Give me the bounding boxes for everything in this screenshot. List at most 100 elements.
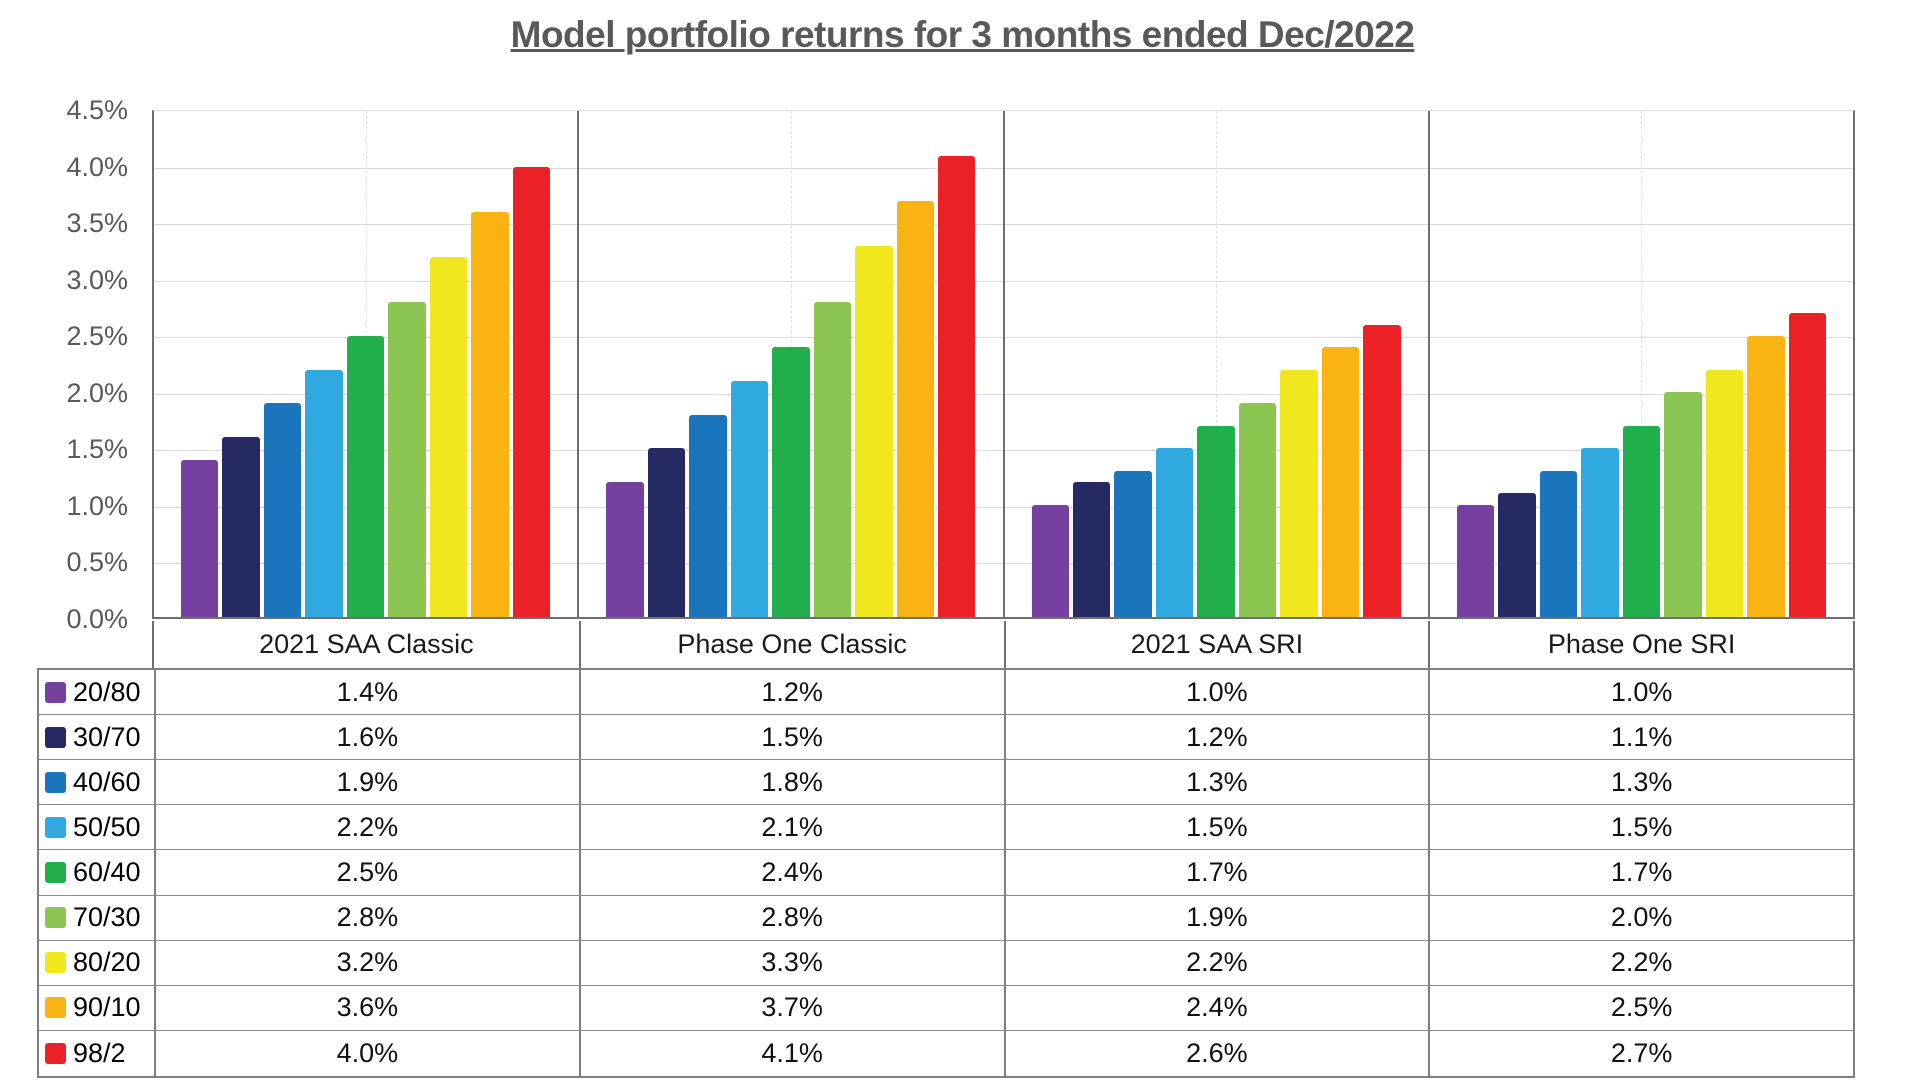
legend-swatch-98-2	[45, 1042, 66, 1064]
value-cell-phase-one-sri-50-50: 1.5%	[1428, 805, 1853, 851]
bar-2021-saa-classic-20-80	[181, 459, 219, 617]
value-cell-2021-saa-classic-80-20: 3.2%	[154, 940, 579, 986]
bar-phase-one-sri-40-60	[1539, 470, 1578, 617]
value-cell-2021-saa-classic-70-30: 2.8%	[154, 895, 579, 941]
value-cell-phase-one-sri-30-70: 1.1%	[1428, 715, 1853, 761]
value-cell-2021-saa-sri-98-2: 2.6%	[1003, 1030, 1429, 1076]
legend-label: 30/70	[73, 721, 141, 752]
group-label-2021-saa-classic: 2021 SAA Classic	[259, 629, 474, 659]
bar-2021-saa-classic-40-60	[263, 403, 302, 617]
legend-label: 98/2	[73, 1037, 126, 1068]
value-cell-phase-one-sri-90-10: 2.5%	[1428, 985, 1853, 1031]
data-table: 20/80 1.4% 1.2% 1.0% 1.0% 30/70 1.6% 1.5% 1.2% 1.…	[37, 668, 1855, 1078]
value-cell-phase-one-classic-50-50: 2.1%	[578, 805, 1004, 851]
value-cell-2021-saa-sri-50-50: 1.5%	[1003, 805, 1429, 851]
value-cell-phase-one-classic-60-40: 2.4%	[578, 850, 1004, 896]
chart-title: Model portfolio returns for 3 months end…	[510, 14, 1415, 55]
chart-panel-2021-saa-sri	[1002, 111, 1428, 617]
bar-2021-saa-sri-80-20	[1280, 369, 1318, 617]
legend-cell-30-70: 30/70	[39, 715, 154, 761]
bar-2021-saa-sri-70-30	[1238, 403, 1277, 617]
bar-group-2021-saa-sri	[1005, 111, 1428, 617]
y-tick-label: 2.0%	[66, 377, 128, 408]
legend-swatch-60-40	[45, 861, 66, 883]
bar-group-phase-one-sri	[1430, 111, 1853, 617]
bar-2021-saa-sri-90-10	[1321, 347, 1360, 617]
legend-swatch-80-20	[45, 952, 66, 974]
legend-label: 60/40	[73, 856, 141, 887]
bar-phase-one-classic-40-60	[689, 414, 727, 617]
chart-plot-area	[152, 110, 1855, 619]
panel-centerline	[1641, 111, 1643, 617]
bar-phase-one-classic-20-80	[606, 482, 644, 617]
bar-phase-one-classic-90-10	[896, 200, 934, 617]
bar-group-2021-saa-classic	[154, 111, 577, 617]
bar-2021-saa-classic-30-70	[222, 437, 260, 617]
legend-swatch-50-50	[45, 816, 66, 838]
bar-2021-saa-sri-40-60	[1114, 470, 1152, 617]
panel-centerline	[1216, 111, 1218, 617]
value-cell-phase-one-classic-70-30: 2.8%	[578, 895, 1004, 941]
chart-panel-2021-saa-classic	[154, 111, 577, 617]
bar-2021-saa-sri-60-40	[1197, 425, 1235, 617]
legend-cell-20-80: 20/80	[39, 670, 154, 716]
bar-phase-one-classic-80-20	[855, 245, 893, 617]
bar-phase-one-sri-20-80	[1456, 504, 1495, 617]
value-cell-phase-one-classic-20-80: 1.2%	[578, 670, 1004, 716]
bar-phase-one-sri-30-70	[1498, 493, 1536, 617]
value-cell-phase-one-sri-40-60: 1.3%	[1428, 760, 1853, 806]
group-label-phase-one-sri: Phase One SRI	[1428, 621, 1853, 668]
y-tick-label: 3.0%	[66, 264, 128, 295]
bar-phase-one-classic-60-40	[772, 347, 810, 617]
legend-cell-50-50: 50/50	[39, 805, 154, 851]
group-label-phase-one-classic: Phase One Classic	[578, 621, 1004, 668]
bar-2021-saa-classic-90-10	[471, 212, 509, 617]
group-label-2021-saa-sri: 2021 SAA SRI	[1003, 621, 1429, 668]
value-cell-phase-one-classic-80-20: 3.3%	[578, 940, 1004, 986]
value-cell-2021-saa-sri-90-10: 2.4%	[1003, 985, 1429, 1031]
legend-cell-90-10: 90/10	[39, 986, 154, 1031]
bar-2021-saa-sri-20-80	[1031, 504, 1069, 617]
legend-cell-70-30: 70/30	[39, 896, 154, 941]
bar-phase-one-classic-30-70	[647, 448, 686, 617]
value-cell-2021-saa-classic-40-60: 1.9%	[154, 760, 579, 806]
value-cell-phase-one-classic-98-2: 4.1%	[578, 1030, 1004, 1076]
bar-phase-one-sri-80-20	[1705, 369, 1744, 617]
bar-2021-saa-classic-60-40	[346, 335, 385, 617]
legend-label: 90/10	[73, 992, 141, 1023]
bar-2021-saa-sri-30-70	[1072, 482, 1111, 617]
value-cell-phase-one-sri-60-40: 1.7%	[1428, 850, 1853, 896]
legend-cell-60-40: 60/40	[39, 850, 154, 896]
legend-swatch-30-70	[45, 726, 66, 748]
value-cell-2021-saa-classic-90-10: 3.6%	[154, 985, 579, 1031]
value-cell-phase-one-sri-70-30: 2.0%	[1428, 895, 1853, 941]
bar-phase-one-classic-70-30	[813, 302, 852, 617]
legend-swatch-40-60	[45, 771, 66, 793]
y-tick-label: 1.5%	[66, 434, 128, 465]
y-tick-label: 4.5%	[66, 95, 128, 125]
y-tick-label: 0.5%	[66, 547, 128, 578]
legend-label: 80/20	[73, 947, 141, 978]
legend-cell-98-2: 98/2	[39, 1031, 154, 1076]
value-cell-2021-saa-sri-20-80: 1.0%	[1003, 670, 1429, 716]
bar-phase-one-sri-50-50	[1581, 448, 1619, 617]
value-cell-phase-one-sri-20-80: 1.0%	[1428, 670, 1853, 716]
value-cell-2021-saa-sri-70-30: 1.9%	[1003, 895, 1429, 941]
legend-cell-40-60: 40/60	[39, 760, 154, 806]
legend-swatch-90-10	[45, 997, 66, 1019]
value-cell-phase-one-classic-40-60: 1.8%	[578, 760, 1004, 806]
bar-phase-one-sri-98-2	[1788, 313, 1826, 617]
legend-swatch-20-80	[45, 681, 66, 703]
value-cell-2021-saa-sri-60-40: 1.7%	[1003, 850, 1429, 896]
bar-phase-one-sri-90-10	[1747, 335, 1785, 617]
value-cell-2021-saa-classic-98-2: 4.0%	[154, 1030, 579, 1076]
bar-group-phase-one-classic	[579, 111, 1002, 617]
y-tick-label: 1.0%	[66, 490, 128, 521]
bar-phase-one-sri-70-30	[1664, 392, 1702, 617]
legend-label: 20/80	[73, 676, 141, 707]
value-cell-2021-saa-classic-20-80: 1.4%	[154, 670, 579, 716]
value-cell-2021-saa-sri-30-70: 1.2%	[1003, 715, 1429, 761]
value-cell-phase-one-sri-80-20: 2.2%	[1428, 940, 1853, 986]
value-cell-2021-saa-classic-50-50: 2.2%	[154, 805, 579, 851]
chart-panel-phase-one-classic	[577, 111, 1002, 617]
